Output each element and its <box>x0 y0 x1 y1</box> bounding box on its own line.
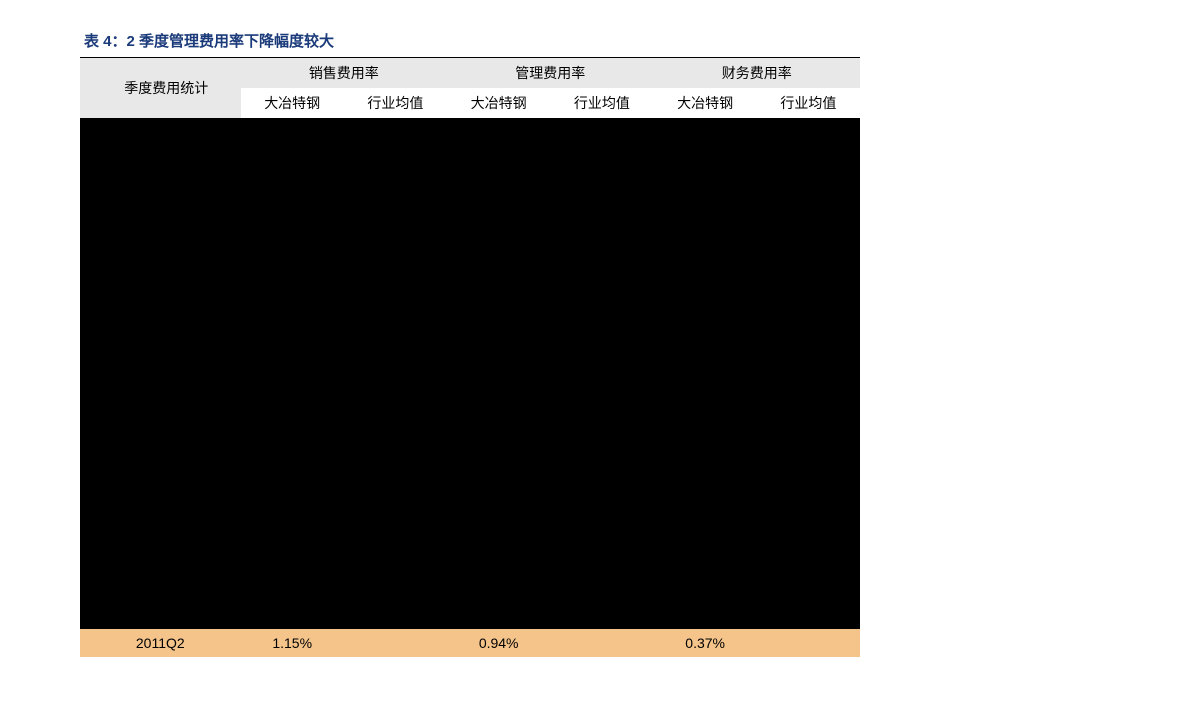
sub-header: 行业均值 <box>757 88 860 119</box>
data-cell: 0.94% <box>447 629 550 657</box>
col-group-2: 管理费用率 <box>447 58 653 89</box>
col-group-1: 销售费用率 <box>241 58 447 89</box>
data-cell: 0.37% <box>654 629 757 657</box>
sub-header: 行业均值 <box>344 88 447 119</box>
row-label: 2011Q2 <box>80 629 241 657</box>
data-cell: 1.15% <box>241 629 344 657</box>
black-region <box>80 119 860 629</box>
table-title: 表 4：2 季度管理费用率下降幅度较大 <box>80 30 1111 51</box>
sub-header: 大冶特钢 <box>241 88 344 119</box>
data-cell <box>344 629 447 657</box>
data-cell <box>757 629 860 657</box>
black-region-row <box>80 119 860 629</box>
sub-header: 大冶特钢 <box>447 88 550 119</box>
sub-header: 大冶特钢 <box>654 88 757 119</box>
header-row-groups: 季度费用统计 销售费用率 管理费用率 财务费用率 <box>80 58 860 89</box>
row-label-header: 季度费用统计 <box>80 58 241 119</box>
data-table: 季度费用统计 销售费用率 管理费用率 财务费用率 大冶特钢 行业均值 大冶特钢 … <box>80 57 860 657</box>
data-cell <box>550 629 653 657</box>
sub-header: 行业均值 <box>550 88 653 119</box>
col-group-3: 财务费用率 <box>654 58 860 89</box>
highlight-row: 2011Q2 1.15% 0.94% 0.37% <box>80 629 860 657</box>
